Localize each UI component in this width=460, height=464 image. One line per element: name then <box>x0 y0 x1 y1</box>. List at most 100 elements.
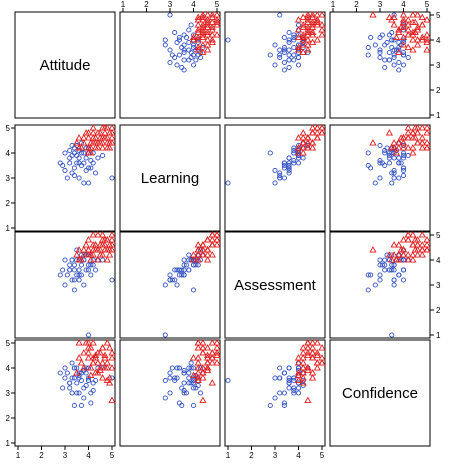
data-point-triangle <box>203 11 212 18</box>
data-point-triangle <box>413 41 422 48</box>
variable-label: Learning <box>141 170 199 187</box>
data-point-circle <box>400 62 407 68</box>
data-point-circle <box>400 49 407 56</box>
data-point-circle <box>225 377 231 384</box>
data-point-circle <box>186 257 192 263</box>
data-point-triangle <box>313 36 321 43</box>
data-point-triangle <box>299 36 307 43</box>
data-point-triangle <box>299 354 307 361</box>
tick-label: 1 <box>16 451 21 460</box>
tick-label: 5 <box>320 451 325 460</box>
data-point-circle <box>85 377 92 384</box>
data-point-triangle <box>369 11 377 18</box>
data-point-circle <box>172 29 178 36</box>
data-point-triangle <box>98 374 107 381</box>
data-point-triangle <box>318 359 326 366</box>
data-point-circle <box>176 34 182 41</box>
data-point-triangle <box>194 46 202 53</box>
data-point-triangle <box>418 33 426 41</box>
tick-label: 4 <box>436 256 441 265</box>
data-point-circle <box>76 375 82 381</box>
data-point-circle <box>76 267 82 273</box>
data-point-circle <box>277 365 283 371</box>
data-point-circle <box>281 47 287 53</box>
data-point-triangle <box>308 21 317 28</box>
data-point-circle <box>62 257 68 263</box>
data-point-triangle <box>96 364 104 371</box>
data-point-circle <box>167 375 173 381</box>
data-point-circle <box>281 402 287 409</box>
data-point-circle <box>377 54 383 61</box>
data-point-triangle <box>208 231 216 238</box>
data-point-circle <box>71 287 77 293</box>
data-point-circle <box>267 402 273 409</box>
data-point-circle <box>81 150 87 156</box>
data-point-triangle <box>189 36 198 43</box>
data-point-triangle <box>208 11 216 18</box>
data-point-circle <box>377 49 383 56</box>
data-point-triangle <box>108 246 116 253</box>
tick-label: 5 <box>110 451 115 460</box>
tick-label: 4 <box>6 149 11 158</box>
data-point-triangle <box>208 251 216 258</box>
data-point-triangle <box>399 134 408 141</box>
data-point-triangle <box>203 46 212 53</box>
data-point-circle <box>62 282 68 288</box>
panel-frame <box>224 124 326 232</box>
data-point-triangle <box>103 339 111 346</box>
data-point-triangle <box>103 256 111 263</box>
data-point-circle <box>382 150 388 156</box>
data-point-triangle <box>388 144 396 151</box>
data-point-circle <box>281 162 287 169</box>
data-point-circle <box>377 277 383 283</box>
data-point-circle <box>291 57 297 63</box>
data-point-circle <box>382 267 388 273</box>
data-point-circle <box>162 42 168 48</box>
data-point-circle <box>93 267 99 273</box>
data-point-circle <box>181 57 187 63</box>
data-point-triangle <box>313 364 321 371</box>
data-point-triangle <box>82 241 90 248</box>
data-point-triangle <box>101 236 109 243</box>
data-point-circle <box>64 175 70 181</box>
data-point-triangle <box>397 23 405 31</box>
data-point-circle <box>291 377 297 384</box>
tick-label: 4 <box>191 0 196 9</box>
data-point-triangle <box>318 344 326 351</box>
data-point-triangle <box>77 359 86 366</box>
data-point-circle <box>71 277 77 283</box>
data-point-circle <box>83 382 89 389</box>
data-point-triangle <box>313 18 321 26</box>
data-point-triangle <box>82 339 90 346</box>
data-point-circle <box>286 47 292 53</box>
panel-frame <box>14 11 116 119</box>
data-point-circle <box>365 272 371 278</box>
data-point-triangle <box>108 396 116 404</box>
data-point-circle <box>188 365 194 371</box>
data-point-circle <box>74 272 80 278</box>
data-point-triangle <box>392 149 401 156</box>
data-point-circle <box>286 377 292 384</box>
data-point-circle <box>267 150 273 156</box>
tick-label: 4 <box>401 0 406 9</box>
data-point-triangle <box>89 124 97 131</box>
tick-label: 2 <box>6 199 11 208</box>
data-point-circle <box>162 37 168 43</box>
variable-label: Assessment <box>234 277 317 294</box>
data-point-triangle <box>98 344 107 351</box>
data-point-circle <box>368 272 374 278</box>
data-point-circle <box>281 400 287 406</box>
data-point-triangle <box>199 33 207 41</box>
tick-label: 1 <box>6 439 11 448</box>
data-point-circle <box>167 277 173 283</box>
data-point-circle <box>277 47 283 53</box>
data-point-triangle <box>404 256 412 263</box>
data-point-circle <box>281 34 287 41</box>
data-point-circle <box>188 380 194 386</box>
data-point-circle <box>162 332 168 338</box>
data-point-circle <box>391 175 397 181</box>
data-point-circle <box>272 375 278 381</box>
data-point-triangle <box>213 31 221 38</box>
data-point-triangle <box>399 236 408 243</box>
data-point-triangle <box>299 129 307 136</box>
